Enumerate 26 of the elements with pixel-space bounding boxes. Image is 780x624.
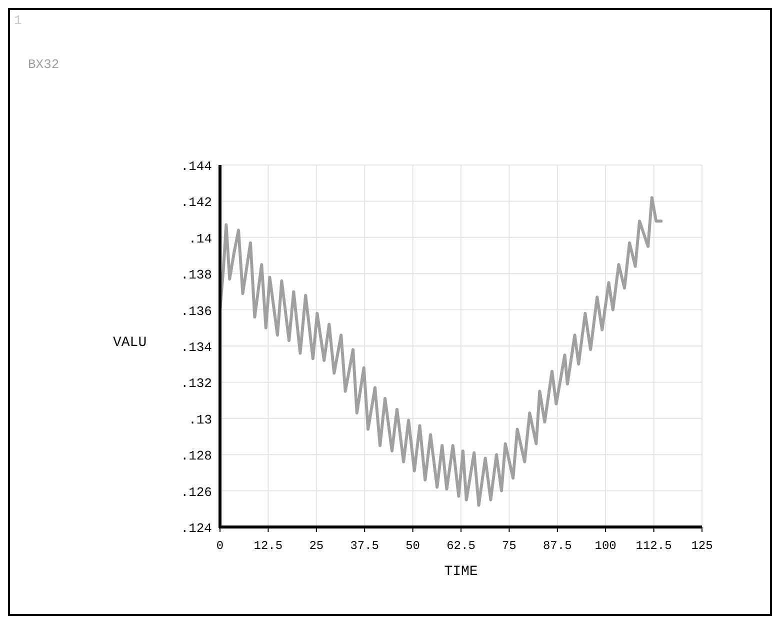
- y-tick-label: .124: [180, 521, 212, 536]
- y-tick-label: .126: [180, 484, 212, 500]
- text: BX32: [28, 57, 60, 72]
- y-axis-title: VALU: [113, 335, 147, 351]
- y-tick-label: .132: [180, 376, 212, 392]
- y-tick-label: .138: [180, 268, 212, 283]
- y-tick-label: .142: [180, 195, 212, 210]
- y-tick-label: .144: [180, 159, 212, 174]
- y-tick-label: .136: [180, 304, 212, 319]
- line-series: [218, 196, 663, 507]
- x-tick-label: 62.5: [446, 539, 476, 553]
- x-tick-label: 0: [216, 539, 224, 553]
- x-tick-label: 25: [309, 539, 324, 553]
- x-tick-label: 112.5: [636, 539, 672, 553]
- y-tick-label: .128: [180, 448, 212, 464]
- x-tick-label: 87.5: [542, 539, 572, 553]
- y-tick-label: .14: [188, 231, 212, 246]
- x-tick-label: 125: [691, 539, 713, 553]
- x-tick-label: 50: [406, 539, 420, 553]
- y-tick-label: .13: [188, 412, 212, 428]
- x-tick-label: 12.5: [254, 539, 283, 553]
- x-tick-label: 37.5: [350, 539, 380, 553]
- y-tick-label: .134: [180, 340, 212, 355]
- x-tick-label: 100: [594, 539, 616, 553]
- x-axis-title: TIME: [444, 564, 478, 580]
- x-tick-label: 75: [502, 539, 516, 553]
